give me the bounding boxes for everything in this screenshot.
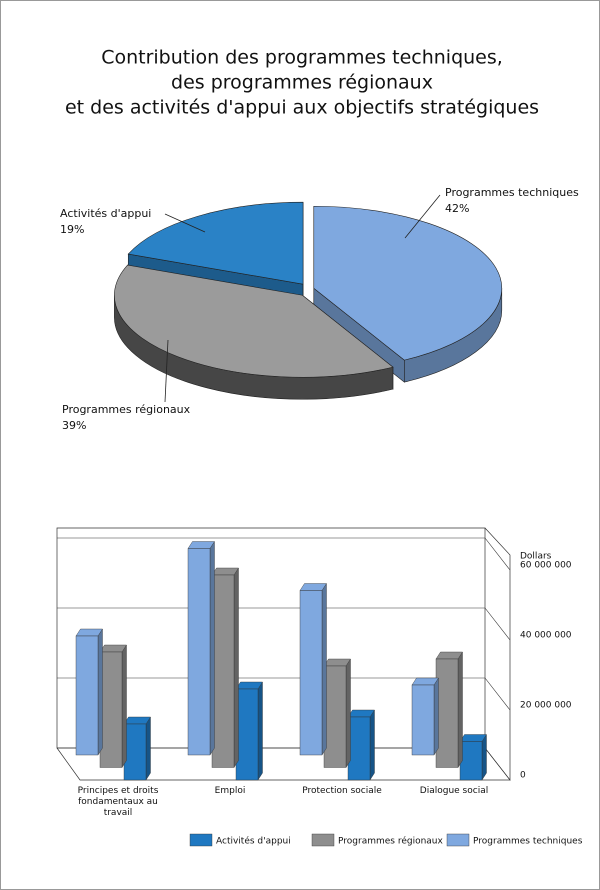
chart-title: Contribution des programmes techniques, [101,47,503,69]
leader-line [404,194,441,239]
slice-label: Programmes régionaux [62,403,191,416]
bar-side [481,733,487,781]
bar-top [435,651,463,660]
y-tick-label: 20 000 000 [520,701,572,711]
legend-swatch [189,833,213,847]
bar [75,635,99,756]
y-tick-label: 60 000 000 [520,561,572,571]
bar-top [99,644,127,653]
x-tick-label: Dialogue social [419,786,489,796]
leader-line [164,213,206,233]
bar-side [233,567,239,769]
bar-top [323,658,351,667]
bar-top [347,709,375,718]
bar-side [369,709,375,781]
y-tick-label: 0 [520,771,526,781]
bar [347,716,371,781]
bar-side [321,582,327,756]
bar [187,548,211,756]
bar [459,741,483,781]
slice-label: Activités d'appui [60,207,151,220]
bar-top [235,681,263,690]
slice-value-label: 19% [60,223,84,236]
legend-label: Programmes régionaux [338,836,444,847]
y-tick-label: 40 000 000 [520,631,572,641]
pie-slice [127,201,304,285]
slice-value-label: 42% [445,202,469,215]
bar-side [145,716,151,781]
bar [123,723,147,781]
right-wall [484,527,511,782]
bar-side [457,651,463,769]
bar-top [123,716,151,725]
chart-title: et des activités d'appui aux objectifs s… [65,97,539,119]
bar [299,590,323,756]
bar-side [433,677,439,756]
grid-line [57,607,511,641]
bar-top [459,734,487,742]
pie-slice [313,205,503,361]
bar [235,688,259,781]
bar [211,574,235,768]
y-axis-label: Dollars [520,552,552,562]
x-tick-label: Protection sociale [302,786,382,796]
x-tick-label: Emploi [214,786,246,796]
x-tick-label: Principes et droits fondamentaux au trav… [77,786,159,818]
bar [435,658,459,768]
bar-side [209,540,215,756]
bar [411,684,435,756]
grid-line [57,537,511,571]
bar [99,651,123,768]
slice-value-label: 39% [62,419,86,432]
bar-side [97,628,103,756]
legend-swatch [311,833,335,847]
bar-top [411,677,439,686]
pie-slice [114,264,394,378]
bar [323,665,347,768]
bar-side [121,644,127,769]
bar-side [345,658,351,769]
legend-swatch [446,833,470,847]
bar-top [299,583,327,591]
legend-label: Activités d'appui [216,836,291,847]
bar-top [75,628,103,637]
legend-label: Programmes techniques [473,837,583,847]
bar-top [211,567,239,576]
bar-side [257,681,263,781]
leader-line [164,339,169,403]
bar-top [187,541,215,549]
chart-title: des programmes régionaux [171,72,433,94]
slice-label: Programmes techniques [445,186,579,199]
